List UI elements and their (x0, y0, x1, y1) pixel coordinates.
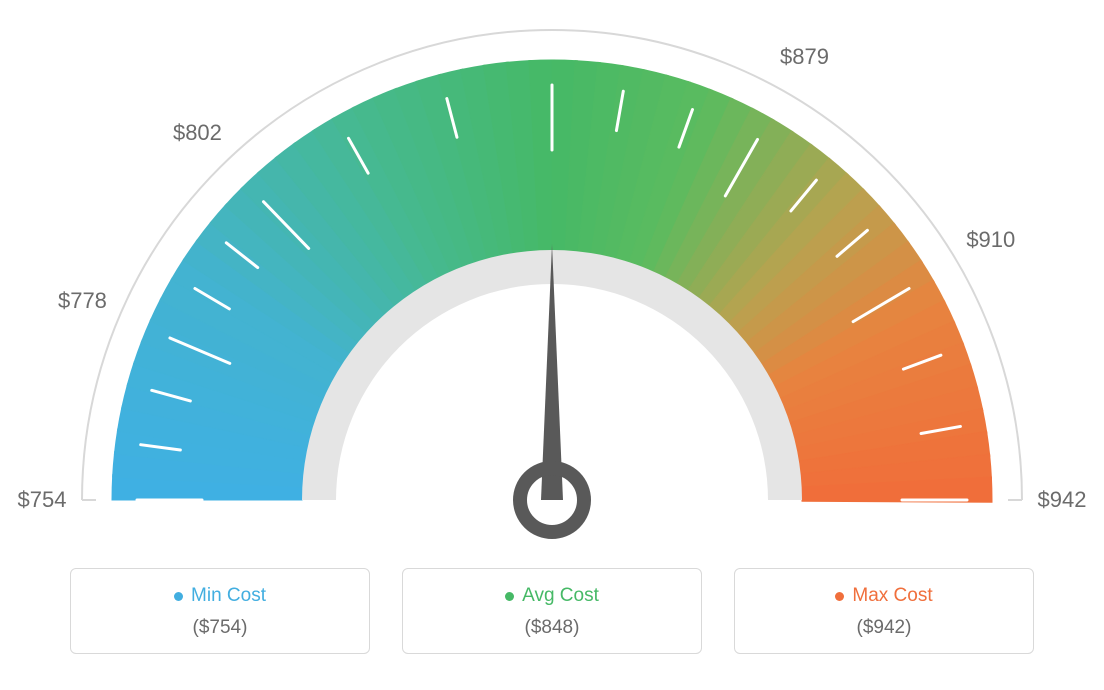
gauge-tick-label: $778 (58, 288, 107, 314)
gauge-container: $754 $778 $802 $848 $879 $910 $942 (0, 0, 1104, 560)
legend-dot-max (835, 592, 844, 601)
legend-title-text-avg: Avg Cost (522, 585, 599, 607)
legend-dot-avg (505, 592, 514, 601)
legend-value-max: ($942) (747, 617, 1021, 639)
legend-card-min: Min Cost ($754) (70, 568, 370, 654)
gauge-tick-label: $754 (18, 487, 67, 513)
legend-card-max: Max Cost ($942) (734, 568, 1034, 654)
legend-dot-min (174, 592, 183, 601)
legend-title-text-max: Max Cost (852, 585, 932, 607)
gauge-tick-label: $848 (528, 0, 577, 3)
legend-value-avg: ($848) (415, 617, 689, 639)
legend-value-min: ($754) (83, 617, 357, 639)
gauge-tick-label: $879 (780, 44, 829, 70)
legend-title-avg: Avg Cost (505, 585, 599, 607)
legend-title-text-min: Min Cost (191, 585, 266, 607)
legend-row: Min Cost ($754) Avg Cost ($848) Max Cost… (0, 568, 1104, 654)
gauge-tick-label: $942 (1038, 487, 1087, 513)
legend-title-max: Max Cost (835, 585, 932, 607)
gauge-tick-label: $910 (966, 227, 1015, 253)
legend-card-avg: Avg Cost ($848) (402, 568, 702, 654)
gauge-chart (0, 0, 1104, 560)
legend-title-min: Min Cost (174, 585, 266, 607)
gauge-tick-label: $802 (173, 120, 222, 146)
